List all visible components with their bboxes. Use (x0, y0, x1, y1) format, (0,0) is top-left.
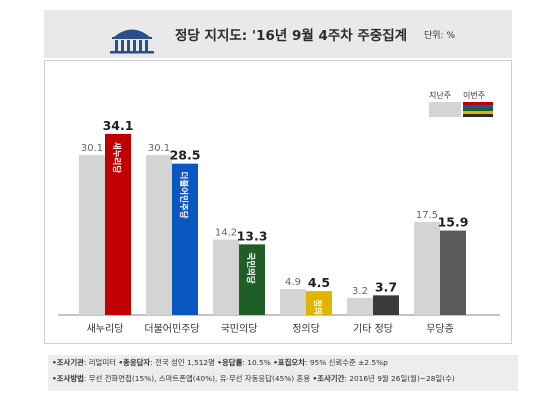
bar-party-label: 정의당 (312, 299, 323, 323)
note-item: •조사방법: 무선 전화면접(15%), 스마트폰앱(40%), 유·무선 자동… (52, 374, 313, 383)
survey-notes: •조사기관: 리얼미터 •총응답자: 전국 성인 1,512명 •응답률: 10… (48, 355, 518, 391)
legend-cur-label: 이번주 (463, 91, 486, 100)
national-assembly-logo-icon (110, 29, 154, 54)
legend-stripe (463, 108, 493, 111)
data-label-cur: 4.5 (308, 275, 330, 290)
bar-prev (213, 239, 239, 315)
data-label-cur: 13.3 (237, 228, 268, 243)
data-label-prev: 17.5 (416, 210, 438, 221)
data-label-prev: 30.1 (148, 143, 170, 154)
note-item: •조사기간: 2016년 9월 26일(월)~28일(수) (312, 374, 455, 383)
bar-cur (239, 244, 265, 315)
legend-prev-swatch (429, 102, 461, 117)
bar-party-label: 새누리당 (111, 142, 122, 173)
category-label: 정의당 (292, 323, 320, 335)
bar-cur (306, 291, 332, 315)
data-label-prev: 3.2 (352, 286, 368, 297)
notes-line-2: •조사방법: 무선 전화면접(15%), 스마트폰앱(40%), 유·무선 자동… (52, 371, 518, 387)
category-label: 기타 정당 (353, 323, 393, 335)
bar-prev (347, 298, 373, 315)
data-label-prev: 14.2 (215, 228, 237, 239)
data-label-cur: 15.9 (438, 215, 469, 230)
title-banner (44, 10, 512, 58)
notes-line-1: •조사기관: 리얼미터 •총응답자: 전국 성인 1,512명 •응답률: 10… (52, 355, 518, 371)
legend-cur-swatch (463, 102, 493, 117)
bar-cur (172, 163, 198, 315)
category-label: 새누리당 (87, 323, 124, 335)
bar-prev (146, 155, 172, 315)
chart-title: 정당 지지도: '16년 9월 4주차 주중집계 (175, 28, 408, 44)
note-item: •표집오차: 95% 신뢰수준 ±2.5%p (273, 358, 388, 367)
bar-party-label: 국민의당 (245, 252, 256, 283)
unit-label: 단위: % (424, 31, 456, 41)
note-item: •조사기관: 리얼미터 (52, 358, 119, 367)
legend-stripe (463, 105, 493, 108)
legend-stripe (463, 114, 493, 117)
bar-cur (440, 230, 466, 315)
category-label: 더불어민주당 (144, 323, 199, 335)
bar-prev (280, 288, 306, 315)
bar-cur (373, 295, 399, 315)
data-label-cur: 3.7 (375, 279, 397, 294)
data-label-cur: 34.1 (103, 118, 134, 133)
bar-party-label: 더불어민주당 (178, 172, 189, 219)
data-label-prev: 30.1 (81, 143, 103, 154)
bar-prev (414, 222, 440, 315)
legend-stripe (463, 111, 493, 114)
category-label: 무당층 (426, 323, 454, 335)
category-label: 국민의당 (221, 323, 258, 335)
legend-stripe (463, 102, 493, 105)
bar-cur (105, 133, 131, 315)
legend: 지난주 이번주 (429, 90, 509, 120)
data-label-cur: 28.5 (170, 148, 201, 163)
note-item: •응답률: 10.5% (217, 358, 274, 367)
bar-prev (79, 155, 105, 315)
legend-prev-label: 지난주 (429, 91, 452, 100)
data-label-prev: 4.9 (285, 277, 301, 288)
note-item: •총응답자: 전국 성인 1,512명 (118, 358, 218, 367)
